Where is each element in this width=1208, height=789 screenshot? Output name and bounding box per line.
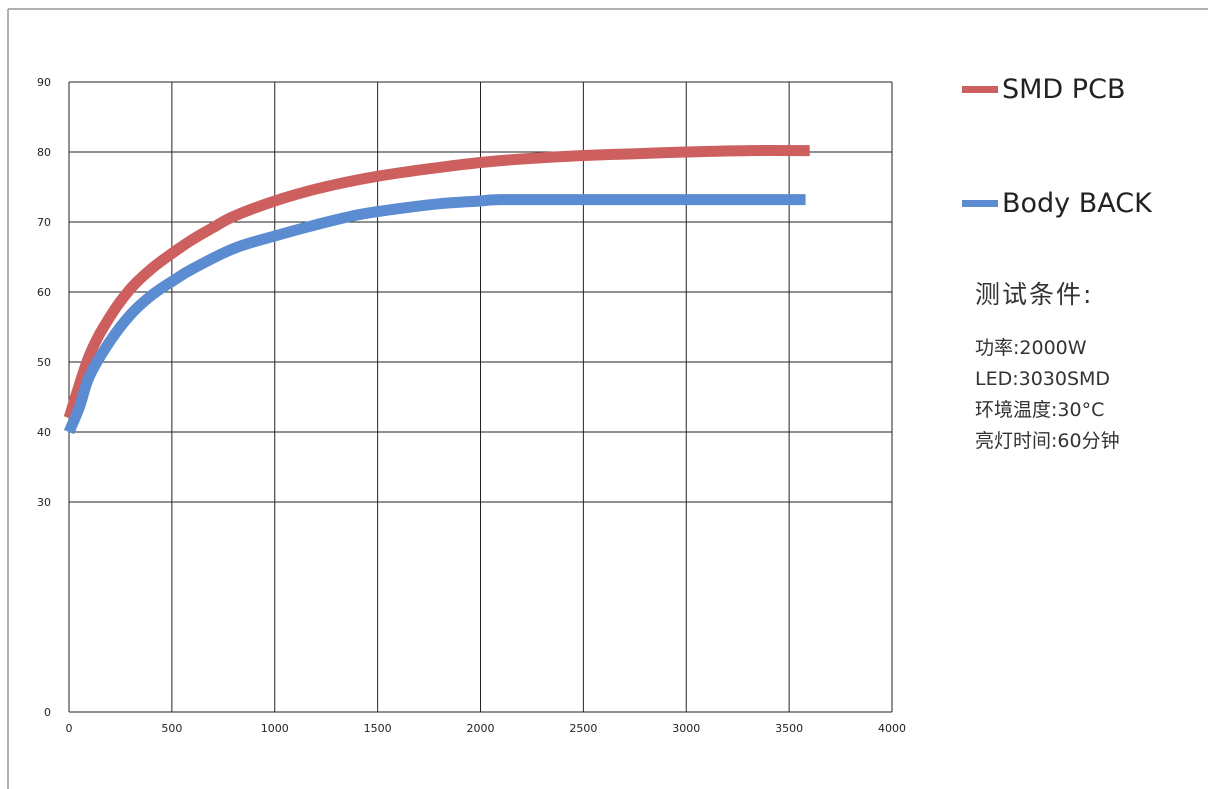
legend-label-smd-pcb: SMD PCB xyxy=(1002,74,1126,105)
condition-light-time: 亮灯时间:60分钟 xyxy=(975,430,1120,452)
x-tick-label-0: 0 xyxy=(66,722,73,735)
x-tick-label-8: 4000 xyxy=(878,722,906,735)
x-tick-label-7: 3500 xyxy=(775,722,803,735)
legend-swatch-body-back xyxy=(962,200,998,207)
test-conditions: 测试条件: 功率:2000W LED:3030SMD 环境温度:30°C 亮灯时… xyxy=(975,275,1120,457)
legend-swatch-smd-pcb xyxy=(962,86,998,93)
x-tick-label-4: 2000 xyxy=(467,722,495,735)
y-tick-label-5: 70 xyxy=(37,216,51,229)
y-tick-label-6: 80 xyxy=(37,146,51,159)
series-line-body-back xyxy=(63,193,806,435)
legend-label-body-back: Body BACK xyxy=(1002,188,1152,219)
x-tick-label-2: 1000 xyxy=(261,722,289,735)
x-tick-label-6: 3000 xyxy=(672,722,700,735)
x-tick-label-1: 500 xyxy=(161,722,182,735)
y-axis-ticks: 0 30 40 50 60 70 80 90 xyxy=(37,76,51,719)
y-tick-label-3: 50 xyxy=(37,356,51,369)
x-tick-label-3: 1500 xyxy=(364,722,392,735)
test-conditions-title: 测试条件: xyxy=(975,280,1094,309)
x-axis-ticks: 0 500 1000 1500 2000 2500 3000 3500 4000 xyxy=(66,722,907,735)
x-tick-label-5: 2500 xyxy=(569,722,597,735)
y-tick-label-7: 90 xyxy=(37,76,51,89)
condition-power: 功率:2000W xyxy=(975,337,1087,359)
legend-item-smd-pcb: SMD PCB xyxy=(962,74,1125,105)
condition-led: LED:3030SMD xyxy=(975,368,1111,390)
legend-item-body-back: Body BACK xyxy=(962,188,1152,219)
y-tick-label-1: 30 xyxy=(37,496,51,509)
chart-series xyxy=(63,144,810,435)
y-tick-label-4: 60 xyxy=(37,286,51,299)
y-tick-label-0: 0 xyxy=(44,706,51,719)
series-line-smd-pcb xyxy=(63,144,810,420)
condition-ambient-temp: 环境温度:30°C xyxy=(975,399,1105,421)
y-tick-label-2: 40 xyxy=(37,426,51,439)
chart-grid xyxy=(68,81,893,713)
